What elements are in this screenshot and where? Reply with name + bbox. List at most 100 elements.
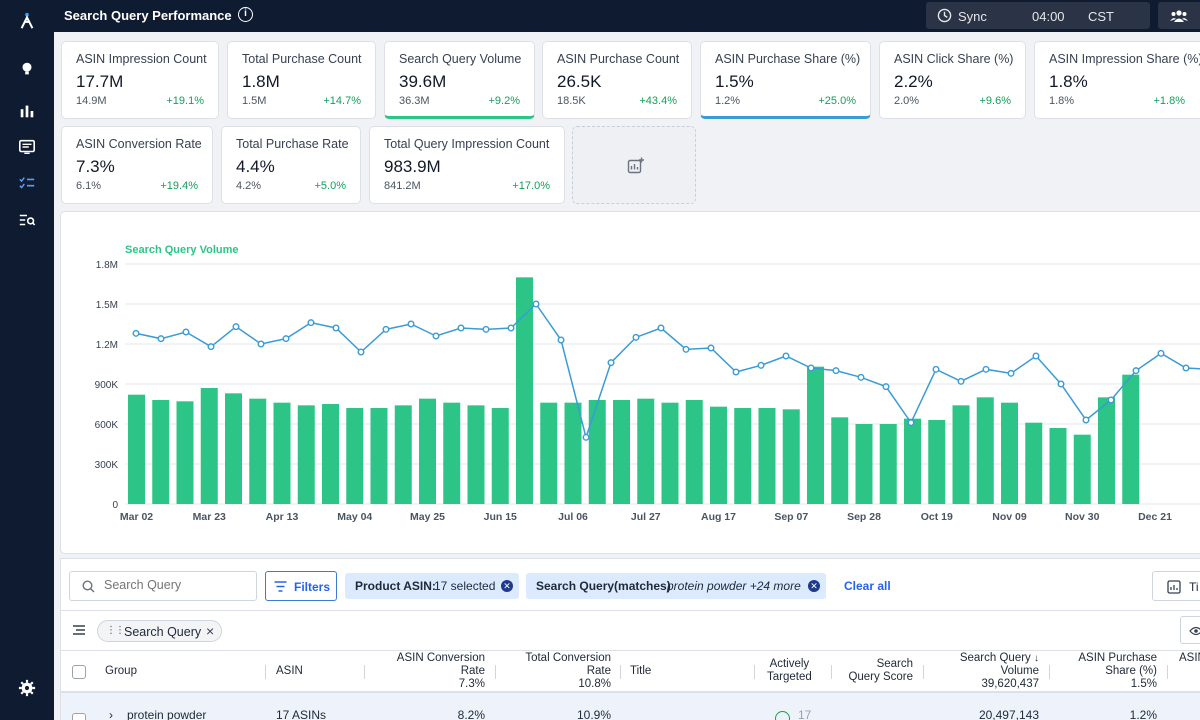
row-checkbox[interactable] — [72, 713, 86, 720]
col-actively-targeted[interactable]: Actively Targeted — [767, 658, 812, 684]
remove-group-icon[interactable]: × — [206, 623, 215, 639]
line-point[interactable] — [532, 300, 540, 308]
add-metric-card[interactable] — [572, 126, 696, 204]
volume-bar[interactable] — [297, 405, 315, 504]
col-title[interactable]: Title — [630, 665, 652, 677]
volume-bar[interactable] — [831, 417, 849, 504]
col-asin-purchase-share[interactable]: ASIN Purchase Share (%) 1.5% — [1059, 652, 1157, 691]
volume-bar[interactable] — [225, 393, 242, 504]
filter-chip-search-query[interactable]: Search Query(matches) protein powder +24… — [526, 573, 826, 599]
volume-bar[interactable] — [637, 398, 655, 504]
volume-bar[interactable] — [419, 398, 436, 504]
volume-bar[interactable] — [928, 420, 946, 504]
volume-bar[interactable] — [661, 402, 679, 504]
volume-bar[interactable] — [491, 408, 509, 504]
line-point[interactable] — [207, 343, 215, 351]
team-button[interactable] — [1158, 2, 1200, 29]
col-asin-extra[interactable]: ASIN — [1179, 652, 1200, 664]
volume-bar[interactable] — [879, 424, 897, 504]
line-point[interactable] — [232, 323, 240, 331]
volume-bar[interactable] — [807, 366, 824, 504]
line-point[interactable] — [907, 419, 915, 427]
line-point[interactable] — [982, 365, 990, 373]
volume-bar[interactable] — [370, 408, 388, 504]
volume-bar[interactable] — [200, 388, 218, 504]
col-search-query-score[interactable]: Search Query Score — [841, 658, 913, 684]
volume-bar[interactable] — [1098, 397, 1115, 504]
checklist-icon[interactable] — [14, 170, 40, 196]
volume-bar[interactable] — [1073, 434, 1091, 504]
volume-bar[interactable] — [758, 408, 776, 504]
volume-bar[interactable] — [1049, 428, 1067, 504]
volume-bar[interactable] — [1025, 422, 1043, 504]
info-icon[interactable]: i — [238, 7, 253, 22]
column-divider[interactable] — [754, 665, 755, 679]
lightbulb-icon[interactable] — [14, 56, 40, 82]
kpi-card-asin-impression-count[interactable]: ASIN Impression Count 17.7M 14.9M +19.1% — [61, 41, 219, 119]
line-point[interactable] — [882, 383, 890, 391]
volume-bar[interactable] — [904, 418, 921, 504]
col-asin-conversion-rate[interactable]: ASIN Conversion Rate 7.3% — [375, 652, 485, 691]
kpi-card-search-query-volume[interactable]: Search Query Volume 39.6M 36.3M +9.2% — [384, 41, 535, 119]
volume-bar[interactable] — [976, 397, 994, 504]
search-query-box[interactable] — [69, 571, 257, 601]
column-divider[interactable] — [1167, 665, 1168, 679]
volume-bar[interactable] — [273, 402, 291, 504]
line-point[interactable] — [132, 329, 140, 337]
column-divider[interactable] — [495, 665, 496, 679]
line-point[interactable] — [1132, 367, 1140, 375]
settings-gear-icon[interactable] — [14, 675, 40, 701]
volume-bar[interactable] — [249, 398, 267, 504]
line-point[interactable] — [1182, 364, 1190, 372]
line-point[interactable] — [557, 336, 565, 344]
line-point[interactable] — [632, 333, 640, 341]
line-point[interactable] — [757, 361, 765, 369]
col-search-query-volume[interactable]: Search Query ↓ Volume 39,620,437 — [933, 652, 1039, 691]
volume-bar[interactable] — [540, 402, 558, 504]
table-row[interactable]: › protein powder 17 ASINs 8.2% 10.9% 17 … — [60, 692, 1200, 720]
line-point[interactable] — [682, 345, 690, 353]
line-point[interactable] — [707, 344, 715, 352]
kpi-card-asin-purchase-count[interactable]: ASIN Purchase Count 26.5K 18.5K +43.4% — [542, 41, 692, 119]
drag-handle-icon[interactable]: ⋮⋮ — [106, 625, 125, 636]
line-point[interactable] — [457, 324, 465, 332]
line-point[interactable] — [432, 332, 440, 340]
line-point[interactable] — [932, 365, 940, 373]
volume-bar[interactable] — [1001, 402, 1018, 504]
volume-bar[interactable] — [322, 404, 339, 504]
sort-desc-icon[interactable]: ↓ — [1034, 653, 1039, 664]
expand-chevron-icon[interactable]: › — [109, 708, 113, 720]
line-point[interactable] — [482, 325, 490, 333]
line-point[interactable] — [807, 364, 815, 372]
line-point[interactable] — [307, 319, 315, 327]
line-point[interactable] — [1107, 396, 1115, 404]
line-point[interactable] — [257, 340, 265, 348]
line-point[interactable] — [282, 335, 290, 343]
line-point[interactable] — [332, 324, 340, 332]
volume-bar[interactable] — [685, 400, 703, 504]
kpi-card-asin-click-share[interactable]: ASIN Click Share (%) 2.2% 2.0% +9.6% — [879, 41, 1026, 119]
kpi-card-total-purchase-count[interactable]: Total Purchase Count 1.8M 1.5M +14.7% — [227, 41, 376, 119]
volume-bar[interactable] — [734, 408, 752, 504]
volume-bar[interactable] — [516, 277, 533, 504]
volume-bar[interactable] — [394, 405, 412, 504]
monitor-list-icon[interactable] — [14, 134, 40, 160]
column-divider[interactable] — [1049, 665, 1050, 679]
group-chip-search-query[interactable]: ⋮⋮ Search Query × — [97, 620, 222, 642]
volume-bar[interactable] — [588, 400, 606, 504]
volume-bar[interactable] — [176, 401, 194, 504]
col-total-conversion-rate[interactable]: Total Conversion Rate 10.8% — [505, 652, 611, 691]
filters-button[interactable]: Filters — [265, 571, 337, 601]
search-list-icon[interactable] — [14, 207, 40, 233]
volume-bar[interactable] — [443, 402, 461, 504]
volume-bar[interactable] — [128, 394, 145, 504]
group-by-icon[interactable] — [73, 625, 85, 635]
line-point[interactable] — [582, 433, 590, 441]
line-point[interactable] — [182, 328, 190, 336]
line-point[interactable] — [382, 325, 390, 333]
kpi-card-asin-purchase-share[interactable]: ASIN Purchase Share (%) 1.5% 1.2% +25.0% — [700, 41, 871, 119]
volume-bar[interactable] — [564, 402, 582, 504]
column-divider[interactable] — [831, 665, 832, 679]
kpi-card-total-query-impression-count[interactable]: Total Query Impression Count 983.9M 841.… — [369, 126, 565, 204]
col-asin[interactable]: ASIN — [276, 665, 303, 677]
